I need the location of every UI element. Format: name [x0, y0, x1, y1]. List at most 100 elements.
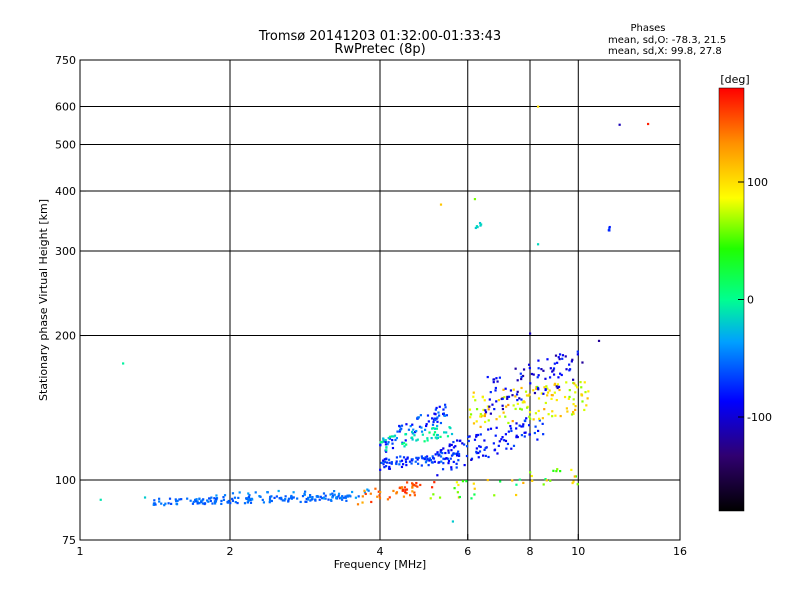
- data-point: [537, 359, 540, 362]
- data-point: [416, 438, 419, 441]
- data-point: [538, 417, 541, 420]
- data-point: [153, 499, 156, 502]
- data-point: [472, 391, 475, 394]
- data-point: [416, 485, 419, 488]
- data-point: [480, 223, 483, 226]
- data-point: [380, 461, 383, 464]
- data-point: [385, 465, 388, 468]
- data-point: [525, 406, 529, 409]
- data-point: [576, 350, 579, 353]
- data-point: [442, 457, 445, 460]
- data-point: [429, 497, 432, 500]
- y-tick-label: 100: [55, 474, 76, 487]
- data-point: [309, 495, 312, 499]
- data-point: [576, 386, 579, 389]
- data-point: [378, 494, 381, 497]
- data-point: [273, 496, 276, 500]
- data-point: [405, 488, 409, 491]
- data-point: [553, 391, 556, 394]
- data-point: [520, 425, 523, 428]
- data-point: [559, 372, 562, 375]
- data-point: [558, 388, 561, 392]
- data-point: [506, 442, 510, 446]
- data-point: [534, 412, 538, 415]
- stats-line-x: mean, sd,X: 99.8, 27.8: [608, 46, 722, 57]
- data-point: [457, 450, 460, 453]
- data-point: [493, 408, 496, 411]
- data-point: [572, 412, 575, 415]
- data-point: [584, 391, 587, 394]
- data-point: [463, 463, 466, 467]
- data-point: [395, 456, 399, 459]
- data-point: [484, 420, 487, 424]
- data-point: [411, 486, 414, 489]
- chart-subtitle: RwPretec (8p): [334, 42, 425, 57]
- data-point: [544, 478, 547, 481]
- data-point: [556, 361, 559, 364]
- data-point: [213, 497, 216, 500]
- data-point: [470, 457, 474, 460]
- data-point: [175, 499, 178, 503]
- y-tick-label: 600: [55, 101, 76, 114]
- grid-lines: [80, 60, 680, 540]
- data-point: [486, 478, 489, 482]
- x-axis-ticks: 1 2 4 6 8 10 16: [77, 534, 687, 558]
- data-point: [269, 495, 272, 499]
- data-point: [310, 498, 313, 501]
- data-point: [469, 413, 473, 416]
- data-point: [237, 496, 240, 500]
- data-point: [411, 490, 414, 493]
- stats-line-o: mean, sd,O: -78.3, 21.5: [608, 35, 726, 46]
- data-point: [251, 498, 254, 501]
- data-point: [438, 405, 441, 408]
- data-point: [280, 496, 283, 499]
- data-point: [456, 439, 459, 442]
- data-point: [518, 424, 521, 427]
- x-tick-label: 6: [464, 545, 471, 558]
- data-point: [519, 407, 522, 410]
- x-tick-label: 10: [571, 545, 585, 558]
- data-point: [572, 398, 575, 401]
- data-point: [520, 375, 523, 379]
- colorbar-tick-label: 100: [747, 176, 768, 189]
- data-point: [504, 433, 508, 436]
- data-point: [529, 382, 532, 385]
- data-point: [451, 453, 455, 456]
- data-point: [557, 385, 561, 388]
- data-point: [576, 353, 579, 356]
- data-point: [329, 493, 332, 496]
- data-point: [502, 411, 505, 414]
- data-point: [475, 420, 478, 423]
- data-point: [411, 458, 414, 461]
- data-point: [411, 436, 414, 439]
- data-point: [516, 379, 519, 382]
- data-point: [254, 491, 257, 494]
- data-point: [432, 493, 435, 496]
- data-point: [473, 198, 477, 201]
- data-point: [405, 443, 408, 446]
- data-point: [268, 497, 272, 501]
- data-point: [395, 491, 399, 494]
- data-point: [586, 397, 589, 400]
- data-point: [175, 502, 178, 506]
- data-point: [442, 412, 445, 415]
- x-axis-label: Frequency [MHz]: [334, 558, 426, 571]
- data-point: [198, 497, 201, 501]
- data-point: [270, 499, 273, 503]
- data-point: [486, 405, 489, 408]
- data-point: [426, 439, 429, 442]
- data-point: [387, 441, 390, 444]
- data-point: [470, 497, 473, 500]
- y-tick-label: 300: [55, 245, 76, 258]
- y-tick-label: 75: [62, 534, 76, 547]
- data-point: [446, 457, 450, 460]
- data-point: [420, 455, 423, 458]
- data-point: [535, 387, 538, 391]
- data-point: [287, 499, 290, 502]
- data-point: [435, 427, 439, 430]
- data-point: [420, 430, 424, 433]
- data-point: [556, 468, 559, 471]
- data-point: [222, 496, 225, 499]
- data-point: [512, 444, 516, 447]
- data-point: [568, 369, 571, 372]
